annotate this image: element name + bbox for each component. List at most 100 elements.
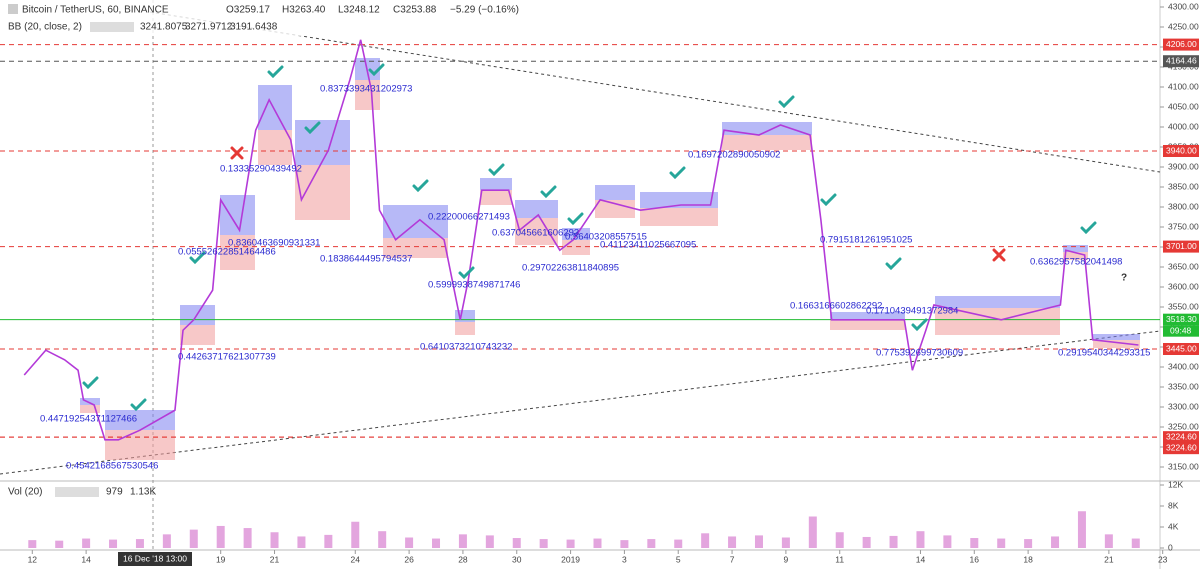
channel-top: [295, 120, 350, 165]
annotation: 0.56403208557515: [565, 232, 647, 243]
x-tick-label: 2019: [561, 554, 580, 564]
y-tick-label: 3850.00: [1168, 181, 1199, 191]
annotation: 0.8360463690931331: [228, 238, 320, 249]
time-label-bg: [1163, 325, 1199, 337]
y-tick-label: 12K: [1168, 479, 1183, 489]
volume-bar: [1077, 511, 1086, 548]
annotation: 0.44719254371127466: [40, 414, 137, 425]
level-label-bg: [1163, 38, 1199, 51]
channel-bottom: [80, 405, 100, 413]
x-tick-label: 9: [784, 554, 789, 564]
checkmark: [567, 212, 584, 226]
checkmark: [412, 179, 429, 193]
y-tick-label: 0: [1168, 542, 1173, 552]
annotation: 0.41123411025667095: [600, 240, 696, 251]
volume-bar: [162, 534, 171, 548]
level-label: 4206.00: [1166, 39, 1197, 49]
annotation: 0.1697202890050902: [688, 150, 780, 161]
level-label: 3701.00: [1166, 241, 1197, 251]
checkmark: [540, 185, 557, 199]
volume-bar: [620, 540, 629, 548]
annotation: 0.637045661606293: [492, 228, 579, 239]
volume-bar: [297, 536, 306, 548]
channel-bottom: [722, 135, 812, 150]
bb-value: 3271.9712: [185, 22, 233, 33]
channel-top: [80, 398, 100, 405]
channel-bottom: [383, 238, 448, 258]
volume-bar: [889, 535, 898, 548]
volume-bar: [701, 533, 710, 548]
channel-top: [640, 192, 718, 208]
annotation: 0.6410373210743232: [420, 342, 512, 353]
level-label: 3445.00: [1166, 343, 1197, 353]
volume-bar: [754, 535, 763, 548]
level-label-bg: [1163, 343, 1199, 355]
volume-bar: [781, 537, 790, 548]
channel-top: [562, 228, 590, 240]
checkmark: [368, 63, 385, 77]
channel-top: [258, 85, 292, 130]
volume-bar: [351, 521, 360, 548]
channel-bottom: [355, 80, 380, 110]
volume-bar: [324, 534, 333, 548]
x-tick-label: 7: [730, 554, 735, 564]
cross: [992, 248, 1006, 262]
question-mark: ?: [1121, 273, 1127, 284]
annotation: 0.6362957582041498: [1030, 257, 1122, 268]
annotation: 0.1663166602862292: [790, 301, 882, 312]
x-tick-label: 14: [81, 554, 91, 564]
volume-bar: [835, 532, 844, 548]
channel-bottom: [935, 308, 1060, 335]
channel-bottom: [1063, 252, 1088, 260]
symbol: Bitcoin / TetherUS, 60, BINANCE: [22, 5, 169, 16]
level-label-bg: [1163, 431, 1199, 444]
y-tick-label: 3750.00: [1168, 221, 1199, 231]
x-tick-label: 19: [216, 554, 226, 564]
level-label: 3224.60: [1166, 442, 1197, 452]
checkmark: [1080, 221, 1097, 235]
channel-bottom: [640, 208, 718, 226]
vol-value: 1.13K: [130, 487, 156, 498]
y-tick-label: 3350.00: [1168, 381, 1199, 391]
y-tick-label: 4050.00: [1168, 101, 1199, 111]
x-tick-label: 30: [512, 554, 522, 564]
cross: [230, 146, 244, 160]
volume-bar: [647, 539, 656, 548]
x-tick-label: 18: [1023, 554, 1033, 564]
trend-line: [0, 330, 1161, 475]
x-tick-label: 28: [458, 554, 468, 564]
checkmark: [130, 398, 147, 412]
y-tick-label: 3400.00: [1168, 361, 1199, 371]
volume-bar: [189, 529, 198, 548]
volume-bar: [566, 539, 575, 548]
x-tick-label: 3: [622, 554, 627, 564]
annotation: 0.5999938749871746: [428, 280, 520, 291]
volume-bar: [135, 539, 144, 548]
bb-value: 3191.6438: [230, 22, 278, 33]
annotation: 0.775392699730609: [876, 348, 963, 359]
y-tick-label: 4K: [1168, 521, 1179, 531]
y-tick-label: 4100.00: [1168, 81, 1199, 91]
channel-bottom: [220, 235, 255, 270]
x-tick-label: 21: [270, 554, 280, 564]
y-tick-label: 8K: [1168, 500, 1179, 510]
x-tick-label: 5: [676, 554, 681, 564]
channel-bottom: [295, 165, 350, 220]
icon: [8, 4, 18, 14]
annotation: 0.4542168567530546: [66, 461, 158, 472]
x-tick-label: 14: [916, 554, 926, 564]
volume-bar: [674, 539, 683, 548]
level-label-bg: [1163, 313, 1199, 326]
channel-top: [105, 410, 175, 430]
channel-bottom: [1093, 340, 1140, 348]
annotations: 0.44719254371127466 0.4542168567530546 0.4…: [40, 84, 1150, 472]
icons: [90, 22, 134, 32]
x-tick-label: 26: [404, 554, 414, 564]
ohlc: O3259.17: [226, 5, 270, 16]
volume-bar: [862, 536, 871, 548]
bb-label: BB (20, close, 2): [8, 22, 82, 33]
volume-bar: [55, 540, 64, 548]
volume-bar: [216, 525, 225, 548]
volume-bar: [243, 528, 252, 548]
